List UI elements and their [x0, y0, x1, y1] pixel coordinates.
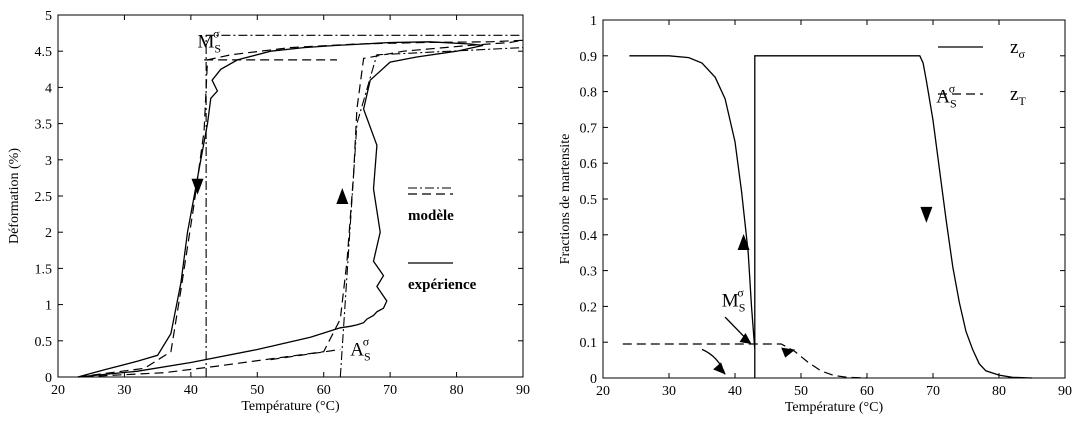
- x-tick-label: 30: [662, 384, 676, 399]
- x-tick-label: 80: [992, 384, 1006, 399]
- x-tick-label: 60: [860, 384, 874, 399]
- arrow-icon: [781, 347, 796, 358]
- y-tick-label: 4.5: [35, 45, 53, 60]
- x-tick-label: 90: [516, 383, 530, 398]
- y-tick-label: 0.9: [580, 50, 598, 65]
- y-tick-label: 2.5: [35, 190, 53, 205]
- x-tick-label: 70: [383, 383, 397, 398]
- model-dashdot-line: [339, 47, 524, 378]
- plot-frame: [57, 14, 524, 378]
- right-chart: 20 30 40 50 60 70 80 90 0 0.1 0.2 0.3 0.4 0.5 0.6 0.7 0.…: [558, 14, 1072, 415]
- annotation-label: ASσ: [936, 81, 956, 110]
- legend-label-experience: expérience: [408, 277, 477, 293]
- y-tick-label: 0.8: [580, 86, 598, 101]
- series-line-2: [622, 343, 868, 379]
- y-tick-label: 0.3: [580, 265, 598, 280]
- as-reference-line: [270, 348, 341, 361]
- plot-frame: [602, 19, 1066, 379]
- y-tick-label: 0: [45, 371, 52, 386]
- x-tick-label: 50: [250, 383, 264, 398]
- legend-label-zsigma: zσ: [1010, 37, 1025, 61]
- x-tick-label: 20: [596, 384, 610, 399]
- y-tick-label: 0.1: [580, 336, 598, 351]
- legend-label-zt: zT: [1010, 84, 1026, 108]
- y-tick-label: 0: [590, 372, 597, 387]
- x-axis-label: Température (°C): [241, 399, 340, 414]
- down-arrow-icon: [920, 206, 933, 223]
- x-tick-label: 50: [794, 384, 808, 399]
- down-arrow-icon: [191, 178, 204, 195]
- x-tick-label: 20: [51, 383, 65, 398]
- annotation-label: MSσ: [722, 285, 746, 314]
- up-arrow-icon: [737, 233, 750, 250]
- y-tick-label: 0.6: [580, 157, 598, 172]
- annotation-label: MSσ: [198, 27, 222, 56]
- x-tick-label: 40: [184, 383, 198, 398]
- y-tick-label: 2: [45, 226, 52, 241]
- y-tick-label: 1: [45, 299, 52, 314]
- y-axis-label: Déformation (%): [7, 148, 22, 244]
- x-tick-label: 90: [1058, 384, 1072, 399]
- left-chart: 20 30 40 50 60 70 80 90 0 0.5 1 1.5 2 2.5 3 3.5 4 4.5 5 Tem…: [7, 9, 530, 414]
- x-tick-label: 40: [728, 384, 742, 399]
- y-tick-label: 3: [45, 154, 52, 169]
- series-line-1: [629, 55, 1033, 379]
- legend-label-model: modèle: [408, 208, 454, 224]
- model-dashdot-line: [205, 34, 523, 377]
- y-tick-label: 0.5: [35, 335, 53, 350]
- y-tick-label: 1.5: [35, 262, 53, 277]
- x-axis-label: Température (°C): [785, 400, 884, 415]
- y-tick-label: 0.7: [580, 121, 598, 136]
- y-tick-label: 0.2: [580, 300, 598, 315]
- up-arrow-icon: [336, 188, 349, 204]
- x-tick-label: 60: [317, 383, 331, 398]
- y-tick-label: 0.4: [580, 229, 598, 244]
- y-tick-label: 5: [45, 9, 52, 24]
- x-tick-label: 70: [926, 384, 940, 399]
- y-axis-label: Fractions de martensite: [558, 134, 573, 265]
- annotation-label: ASσ: [350, 334, 370, 363]
- arrow-icon: [713, 362, 726, 375]
- y-tick-label: 3.5: [35, 118, 53, 133]
- y-tick-label: 1: [590, 14, 597, 29]
- pointer-arrow-icon: [739, 332, 752, 344]
- y-tick-label: 0.5: [580, 193, 598, 208]
- series-line-2: [77, 39, 524, 378]
- x-tick-label: 80: [450, 383, 464, 398]
- x-tick-label: 30: [117, 383, 131, 398]
- y-tick-label: 4: [45, 81, 52, 96]
